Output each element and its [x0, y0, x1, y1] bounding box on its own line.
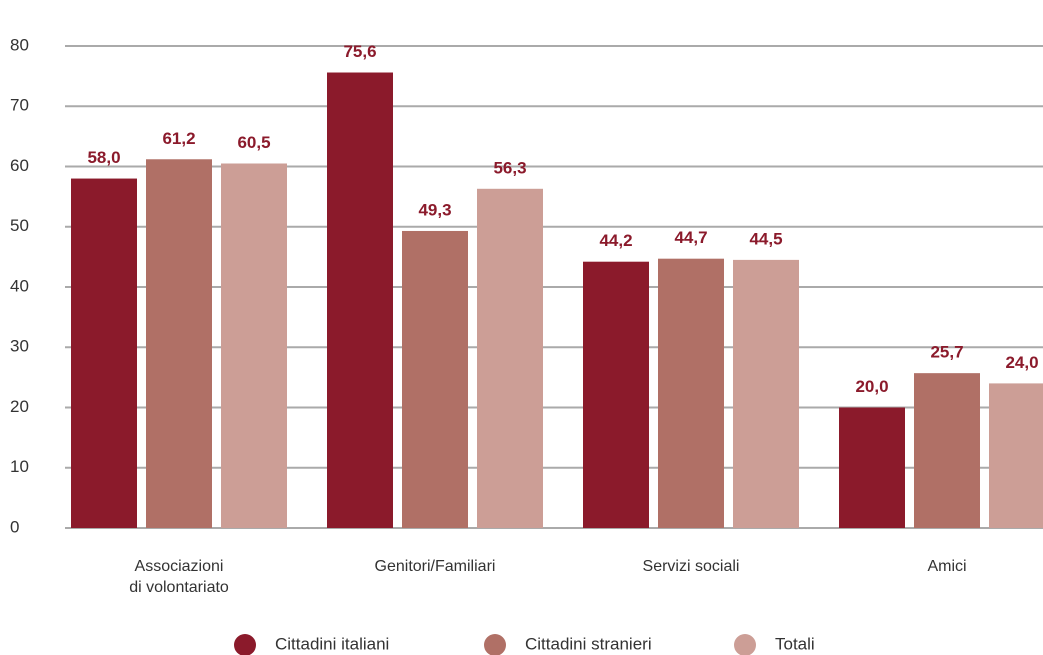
value-label: 44,5: [749, 229, 782, 248]
bar: [327, 72, 393, 528]
bar: [146, 159, 212, 528]
value-label: 49,3: [418, 200, 451, 219]
y-tick-label: 50: [10, 216, 29, 235]
bar: [71, 178, 137, 529]
legend-marker: [484, 634, 506, 655]
y-tick-label: 30: [10, 337, 29, 356]
y-tick-label: 80: [10, 35, 29, 54]
bar: [914, 373, 980, 528]
y-tick-label: 40: [10, 276, 29, 295]
bar: [221, 163, 287, 529]
x-tick-label: Associazioni di volontariato: [129, 558, 229, 596]
value-label: 20,0: [855, 377, 888, 396]
bar: [839, 407, 905, 528]
x-tick-label: Genitori/Familiari: [374, 558, 496, 575]
y-tick-label: 20: [10, 397, 29, 416]
bar: [733, 259, 799, 528]
value-label: 75,6: [343, 42, 376, 61]
y-tick-label: 60: [10, 156, 29, 175]
y-tick-label: 10: [10, 457, 29, 476]
value-label: 44,2: [599, 231, 632, 250]
bar: [989, 383, 1043, 528]
bar: [658, 258, 724, 528]
bar: [402, 230, 468, 528]
value-label: 61,2: [162, 129, 195, 148]
bar: [477, 188, 543, 529]
x-tick-label: Amici: [927, 558, 967, 575]
legend-label: Totali: [775, 634, 815, 653]
y-tick-label: 0: [10, 517, 19, 536]
bar: [583, 261, 649, 528]
value-label: 60,5: [237, 133, 270, 152]
legend-label: Cittadini stranieri: [525, 634, 652, 653]
legend-label: Cittadini italiani: [275, 634, 389, 653]
value-label: 25,7: [930, 343, 963, 362]
value-label: 24,0: [1005, 353, 1038, 372]
value-label: 58,0: [87, 148, 120, 167]
value-label: 44,7: [674, 228, 707, 247]
value-label: 56,3: [493, 158, 526, 177]
y-tick-label: 70: [10, 96, 29, 115]
legend-marker: [234, 634, 256, 655]
legend-marker: [734, 634, 756, 655]
x-tick-label: Servizi sociali: [642, 558, 740, 575]
